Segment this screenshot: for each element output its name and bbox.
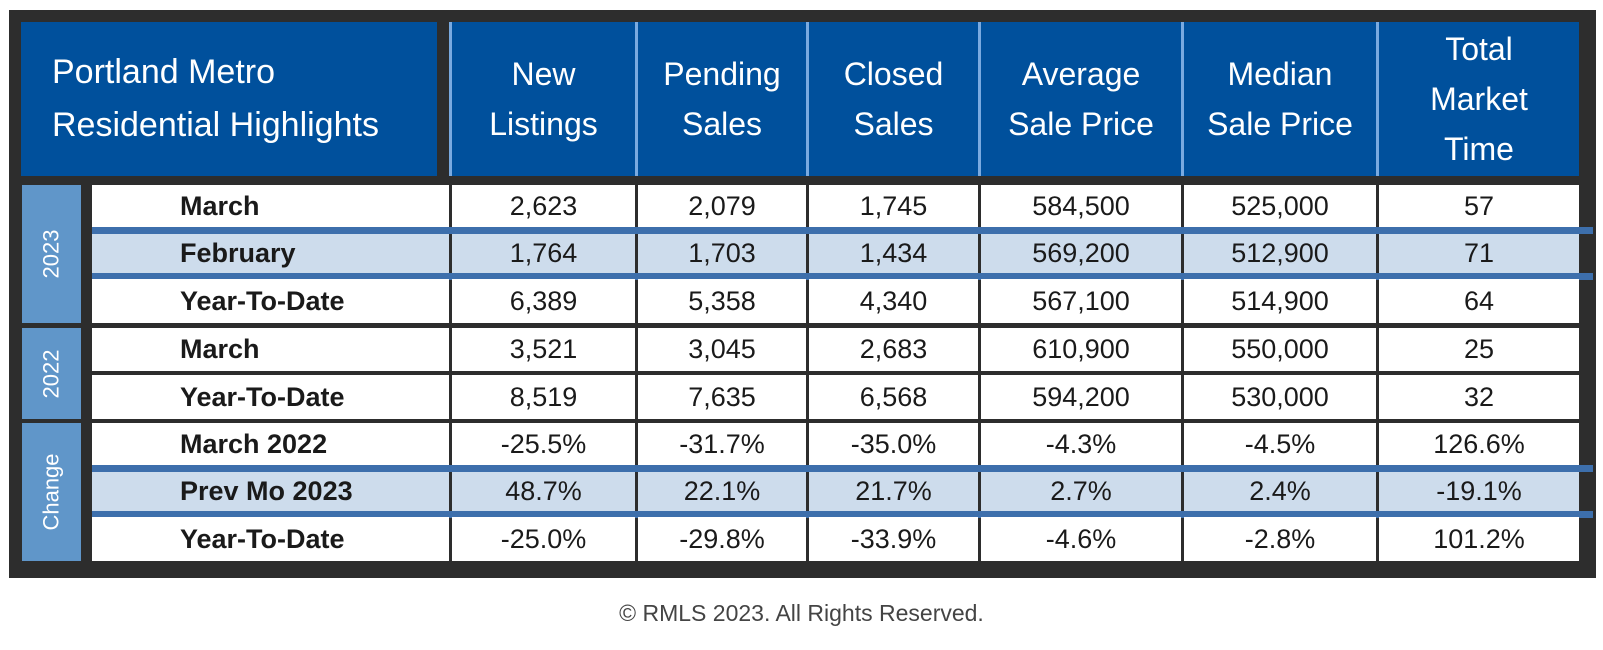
header-divider: [635, 22, 638, 176]
table-cell: 4,340: [809, 279, 978, 323]
column-header: Closed Sales: [809, 22, 978, 176]
table-cell: -19.1%: [1379, 470, 1579, 513]
table-cell: 3,045: [638, 328, 806, 371]
table-cell: 21.7%: [809, 470, 978, 513]
table-cell: 530,000: [1184, 375, 1376, 419]
table-cell: -25.5%: [452, 423, 635, 466]
table-cell: 6,568: [809, 375, 978, 419]
highlights-table: Portland Metro Residential Highlights New…: [9, 10, 1596, 578]
table-cell: 3,521: [452, 328, 635, 371]
table-cell: 512,900: [1184, 232, 1376, 275]
table-cell: 2,683: [809, 328, 978, 371]
table-cell: -29.8%: [638, 517, 806, 561]
table-cell: 22.1%: [638, 470, 806, 513]
header-divider: [806, 22, 809, 176]
table-cell: -4.6%: [981, 517, 1181, 561]
column-header: New Listings: [452, 22, 635, 176]
table-cell: 584,500: [981, 185, 1181, 228]
table-cell: 569,200: [981, 232, 1181, 275]
table-cell: 1,434: [809, 232, 978, 275]
group-label-text: 2023: [38, 229, 64, 279]
column-header: Average Sale Price: [981, 22, 1181, 176]
table-cell: 525,000: [1184, 185, 1376, 228]
table-cell: 8,519: [452, 375, 635, 419]
row-label: February: [92, 232, 449, 275]
group-label: Change: [22, 423, 81, 561]
table-cell: -2.8%: [1184, 517, 1376, 561]
table-cell: 594,200: [981, 375, 1181, 419]
table-cell: -35.0%: [809, 423, 978, 466]
header-divider: [978, 22, 981, 176]
table-cell: -4.3%: [981, 423, 1181, 466]
table-cell: 1,764: [452, 232, 635, 275]
group-label-text: 2022: [38, 349, 64, 398]
table-cell: -33.9%: [809, 517, 978, 561]
table-cell: 57: [1379, 185, 1579, 228]
table-cell: 1,745: [809, 185, 978, 228]
table-cell: 1,703: [638, 232, 806, 275]
table-title: Portland Metro Residential Highlights: [21, 22, 437, 176]
table-cell: 6,389: [452, 279, 635, 323]
table-cell: 514,900: [1184, 279, 1376, 323]
group-label: 2022: [22, 328, 81, 419]
copyright-footer: © RMLS 2023. All Rights Reserved.: [619, 600, 984, 626]
column-header: Median Sale Price: [1184, 22, 1376, 176]
row-label: March: [92, 185, 449, 228]
table-cell: -4.5%: [1184, 423, 1376, 466]
group-label: 2023: [22, 185, 81, 323]
table-cell: 610,900: [981, 328, 1181, 371]
row-label: March: [92, 328, 449, 371]
table-cell: 5,358: [638, 279, 806, 323]
table-cell: 64: [1379, 279, 1579, 323]
row-label: Year-To-Date: [92, 375, 449, 419]
row-separator: [92, 273, 1593, 280]
row-label: March 2022: [92, 423, 449, 466]
header-divider: [449, 22, 452, 176]
table-cell: 2,623: [452, 185, 635, 228]
row-label: Year-To-Date: [92, 279, 449, 323]
header-divider: [1376, 22, 1379, 176]
column-header: Pending Sales: [638, 22, 806, 176]
row-separator: [92, 227, 1593, 234]
row-label: Year-To-Date: [92, 517, 449, 561]
row-separator: [92, 511, 1593, 518]
group-label-text: Change: [38, 453, 64, 531]
table-cell: 2.4%: [1184, 470, 1376, 513]
table-cell: 2,079: [638, 185, 806, 228]
table-cell: -31.7%: [638, 423, 806, 466]
table-cell: 101.2%: [1379, 517, 1579, 561]
table-cell: 550,000: [1184, 328, 1376, 371]
table-cell: 25: [1379, 328, 1579, 371]
table-cell: 48.7%: [452, 470, 635, 513]
row-label: Prev Mo 2023: [92, 470, 449, 513]
table-cell: 32: [1379, 375, 1579, 419]
header-divider: [1181, 22, 1184, 176]
column-header: Total Market Time: [1379, 22, 1579, 176]
row-separator: [92, 465, 1593, 472]
table-cell: -25.0%: [452, 517, 635, 561]
table-cell: 2.7%: [981, 470, 1181, 513]
table-cell: 7,635: [638, 375, 806, 419]
table-cell: 71: [1379, 232, 1579, 275]
table-cell: 126.6%: [1379, 423, 1579, 466]
table-cell: 567,100: [981, 279, 1181, 323]
